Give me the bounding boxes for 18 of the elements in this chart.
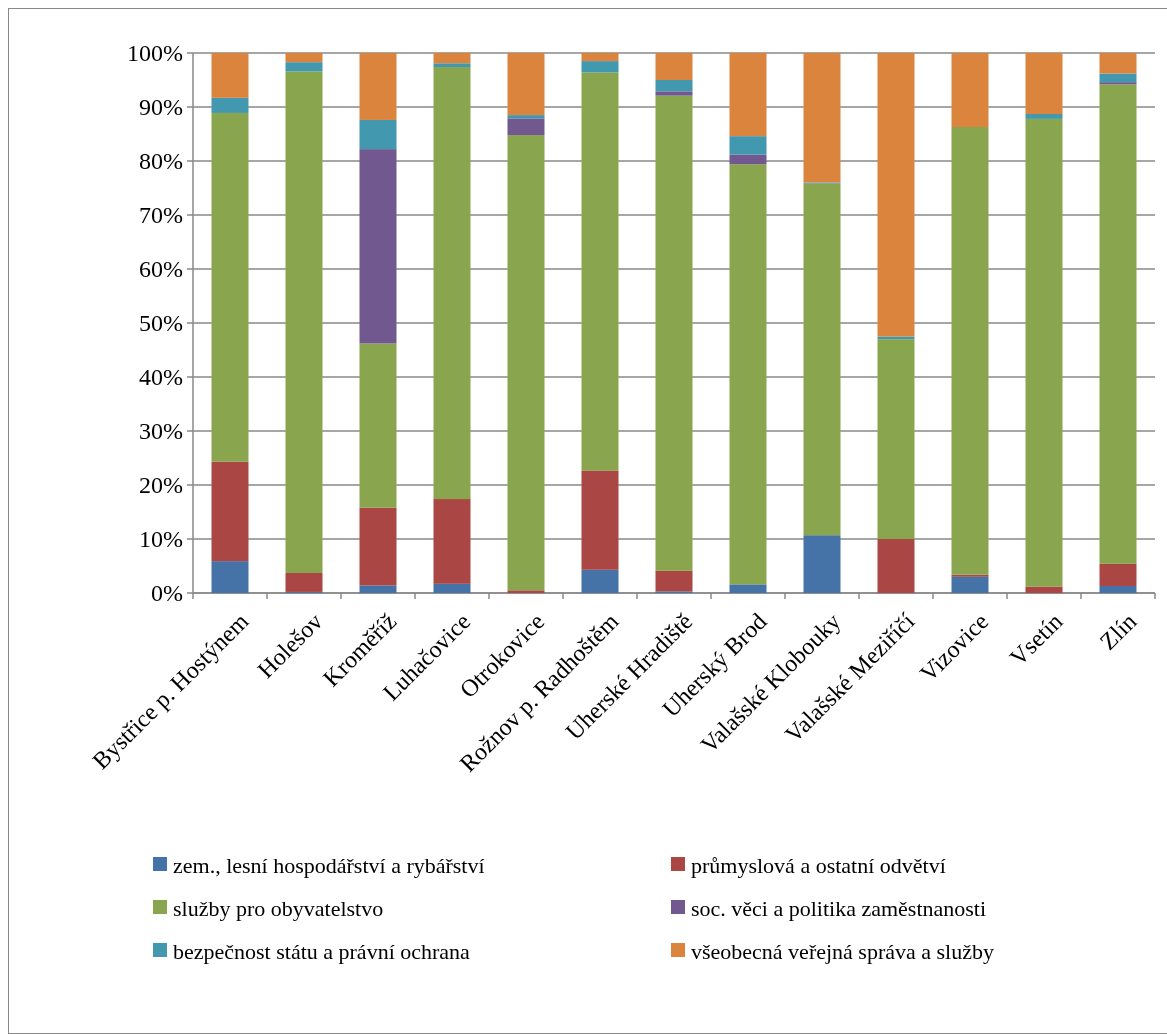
legend-label: bezpečnost státu a právní ochrana [173, 938, 471, 964]
legend-label: služby pro obyvatelstvo [173, 895, 384, 921]
y-tick-label: 80% [139, 148, 183, 175]
y-tick-label: 30% [139, 418, 183, 445]
y-tick-label: 10% [139, 526, 183, 553]
y-tick-label: 20% [139, 472, 183, 499]
y-tick-label: 60% [139, 256, 183, 283]
y-tick-label: 90% [139, 94, 183, 121]
y-tick-label: 40% [139, 364, 183, 391]
y-tick-label: 100% [127, 40, 183, 67]
y-tick-label: 70% [139, 202, 183, 229]
legend-label: průmyslová a ostatní odvětví [691, 852, 946, 878]
y-tick-label: 0% [151, 580, 183, 607]
y-tick-label: 50% [139, 310, 183, 337]
legend-label: soc. věci a politika zaměstnanosti [691, 895, 987, 921]
x-tick-label: Zlín [1094, 608, 1142, 655]
legend-label: zem., lesní hospodářství a rybářství [173, 852, 485, 878]
legend-label: všeobecná veřejná správa a služby [691, 938, 994, 964]
